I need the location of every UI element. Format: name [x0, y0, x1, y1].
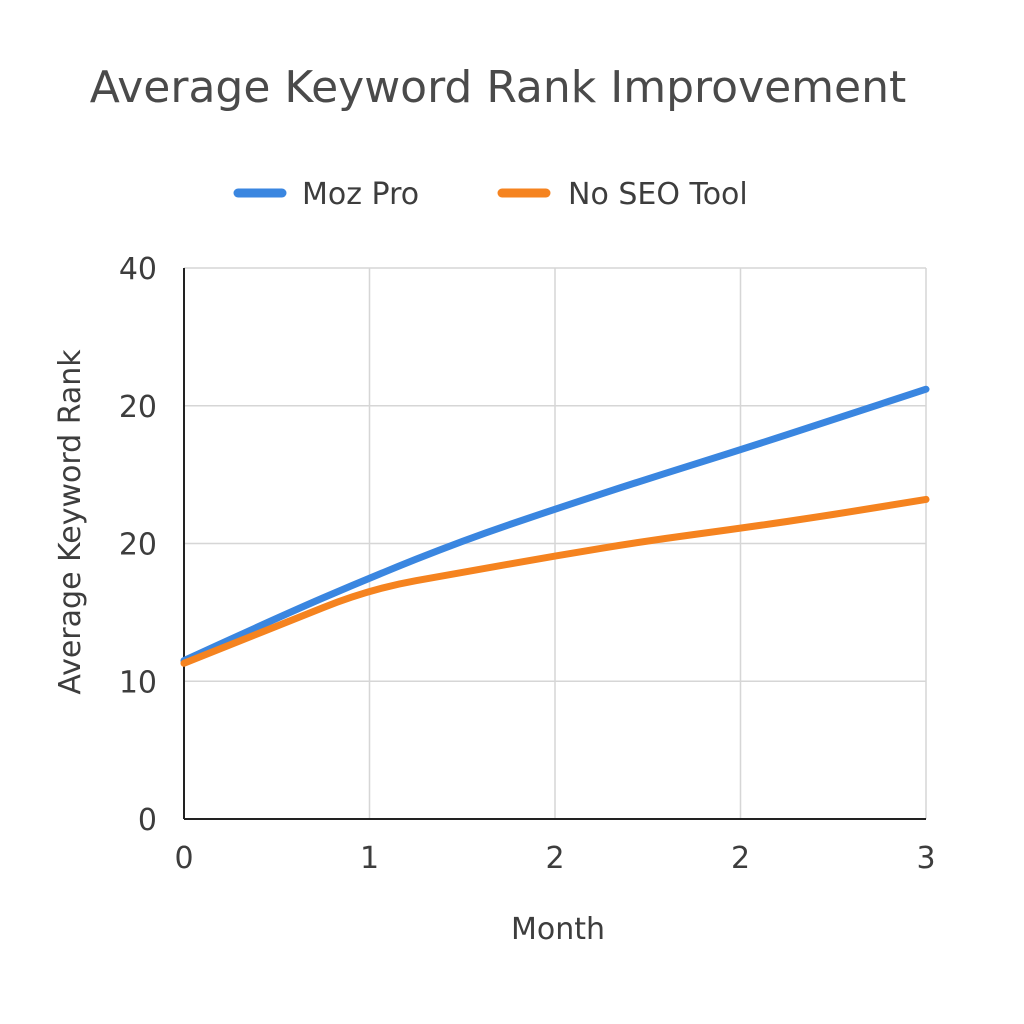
y-axis-label: Average Keyword Rank [53, 349, 88, 695]
legend-label-no-seo-tool: No SEO Tool [568, 177, 748, 212]
x-tick-label: 0 [174, 841, 193, 876]
y-tick-label: 20 [119, 390, 157, 425]
y-tick-label: 40 [119, 252, 157, 287]
tick-labels: 0 10 20 20 40 0 1 2 2 3 [119, 252, 936, 876]
series-line-no-seo-tool [180, 495, 930, 667]
x-tick-label: 2 [731, 841, 750, 876]
x-tick-label: 1 [360, 841, 379, 876]
chart-title: Average Keyword Rank Improvement [89, 62, 907, 113]
y-tick-label: 20 [119, 528, 157, 563]
legend: Moz Pro No SEO Tool [233, 177, 748, 212]
series-lines [180, 385, 930, 667]
x-tick-label: 2 [545, 841, 564, 876]
grid [184, 267, 927, 819]
legend-label-moz-pro: Moz Pro [302, 177, 419, 212]
x-axis-label: Month [511, 912, 605, 947]
y-tick-label: 10 [119, 665, 157, 700]
x-tick-label: 3 [916, 841, 935, 876]
series-line-moz-pro [180, 385, 930, 665]
y-tick-label: 0 [138, 803, 157, 838]
axes [183, 268, 926, 820]
